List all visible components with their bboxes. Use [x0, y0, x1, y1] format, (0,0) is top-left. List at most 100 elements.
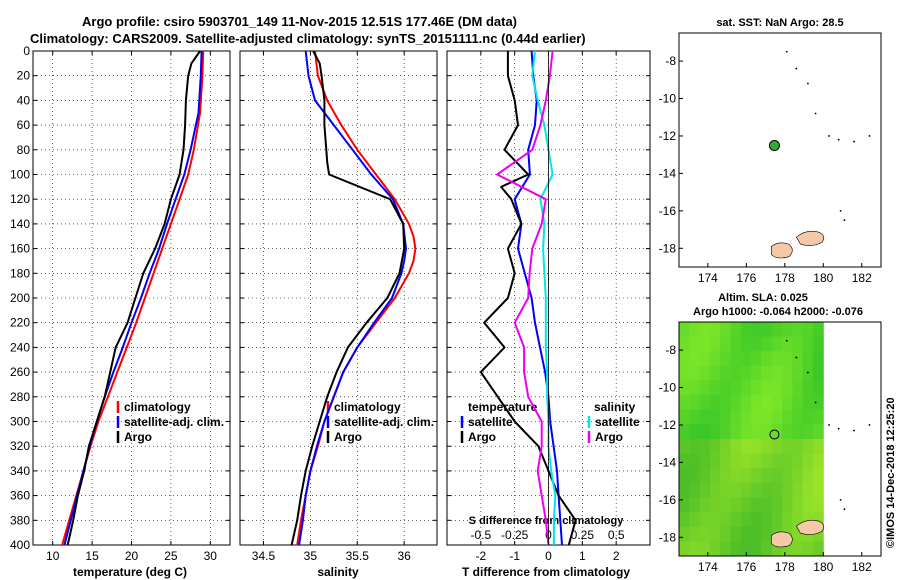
- sla-cell: [730, 409, 742, 425]
- map-x-tick-label: 182: [852, 560, 872, 574]
- sla-cell: [751, 453, 762, 469]
- legend-argo: Argo: [124, 430, 152, 444]
- sla-cell: [802, 409, 814, 425]
- sla-cell: [689, 424, 701, 440]
- sla-cell: [699, 468, 711, 484]
- sla-cell: [709, 439, 721, 455]
- y-tick-label: 160: [10, 242, 30, 256]
- sla-cell: [792, 336, 804, 352]
- sla-cell: [761, 322, 773, 338]
- sla-cell: [679, 424, 690, 440]
- sla-cell: [751, 351, 762, 367]
- sla-cell: [740, 482, 752, 498]
- sla-cell: [812, 365, 824, 381]
- islet: [806, 82, 809, 85]
- sla-field: [679, 322, 824, 557]
- sla-cell: [771, 468, 783, 484]
- sla-cell: [679, 468, 690, 484]
- legend-argo: Argo: [334, 430, 362, 444]
- sla-cell: [740, 453, 752, 469]
- sla-cell: [740, 365, 752, 381]
- series-line-s-satellite: [531, 50, 557, 545]
- sla-cell: [689, 380, 701, 396]
- sla-cell: [709, 365, 721, 381]
- sla-cell: [761, 365, 773, 381]
- sla-cell: [740, 395, 752, 411]
- sla-cell: [730, 526, 742, 542]
- x-tick-label: 20: [125, 549, 139, 563]
- sla-cell: [679, 409, 690, 425]
- sla-cell: [802, 395, 814, 411]
- map-x-tick-label: 180: [813, 560, 833, 574]
- sla-cell: [740, 497, 752, 513]
- sst-map-axes: [678, 32, 882, 268]
- legend-salinity-heading: salinity: [594, 400, 636, 414]
- islet: [853, 429, 855, 432]
- y-tick-label: 380: [10, 513, 30, 527]
- sla-cell: [771, 482, 783, 498]
- sla-cell: [709, 424, 721, 440]
- argo-position-marker: [769, 429, 780, 440]
- sst-map-panel: sat. SST: NaN Argo: 28.5 174 176 178 180 182…: [659, 17, 882, 285]
- sla-cell: [782, 468, 793, 484]
- sla-cell: [730, 453, 742, 469]
- sla-cell: [730, 468, 742, 484]
- sla-cell: [720, 409, 732, 425]
- map-y-tick-label: -16: [659, 493, 677, 507]
- x-tick-label: 15: [85, 549, 99, 563]
- sla-cell: [761, 453, 773, 469]
- sla-cell: [812, 468, 824, 484]
- map-frame: [678, 32, 882, 268]
- s-tick-label: 0.25: [571, 528, 595, 542]
- legend-climatology: climatology: [334, 400, 401, 414]
- map-y-tick-label: -8: [665, 54, 676, 68]
- sla-cell: [761, 336, 773, 352]
- y-tick-label: 180: [10, 266, 30, 280]
- map-y-tick-label: -18: [659, 241, 677, 255]
- islet: [795, 67, 798, 70]
- islet: [828, 135, 830, 137]
- island-viti-levu: [771, 242, 793, 259]
- sla-cell: [761, 409, 773, 425]
- sla-cell: [782, 497, 793, 513]
- x-tick-label: 1: [579, 549, 586, 563]
- s-tick-label: 0.5: [608, 528, 625, 542]
- y-tick-label: 400: [10, 538, 30, 552]
- map-y-tick-label: -16: [659, 204, 677, 218]
- sla-cell: [812, 497, 824, 513]
- islet: [839, 498, 842, 501]
- islet: [785, 50, 788, 53]
- sla-cell: [709, 380, 721, 396]
- sla-cell: [679, 380, 690, 396]
- sla-cell: [792, 351, 804, 367]
- sla-cell: [751, 439, 762, 455]
- sla-cell: [751, 365, 762, 381]
- sla-cell: [699, 409, 711, 425]
- sla-cell: [771, 336, 783, 352]
- sla-cell: [761, 526, 773, 542]
- map-y-tick-label: -10: [659, 92, 677, 106]
- sla-cell: [771, 380, 783, 396]
- temperature-panel: temperature (deg C) climatology satellit…: [10, 44, 231, 579]
- sla-cell: [782, 541, 793, 557]
- sla-cell: [709, 541, 721, 557]
- sla-cell: [699, 541, 711, 557]
- sla-cell: [699, 424, 711, 440]
- legend-climatology: climatology: [124, 400, 191, 414]
- sla-cell: [699, 512, 711, 528]
- sla-cell: [782, 439, 793, 455]
- sla-cell: [689, 336, 701, 352]
- sla-cell: [761, 439, 773, 455]
- sla-cell: [740, 468, 752, 484]
- legend-satellite: satellite-adj. clim.: [334, 415, 434, 429]
- sla-cell: [720, 468, 732, 484]
- sla-cell: [792, 395, 804, 411]
- islet: [814, 401, 817, 404]
- title-line-1: Argo profile: csiro 5903701_149 11-Nov-2…: [82, 14, 517, 29]
- sla-cell: [679, 365, 690, 381]
- map-y-tick-label: -8: [665, 343, 676, 357]
- map-x-tick-label: 176: [736, 271, 756, 285]
- y-tick-label: 100: [10, 168, 30, 182]
- sla-cell: [802, 380, 814, 396]
- islet: [828, 424, 830, 426]
